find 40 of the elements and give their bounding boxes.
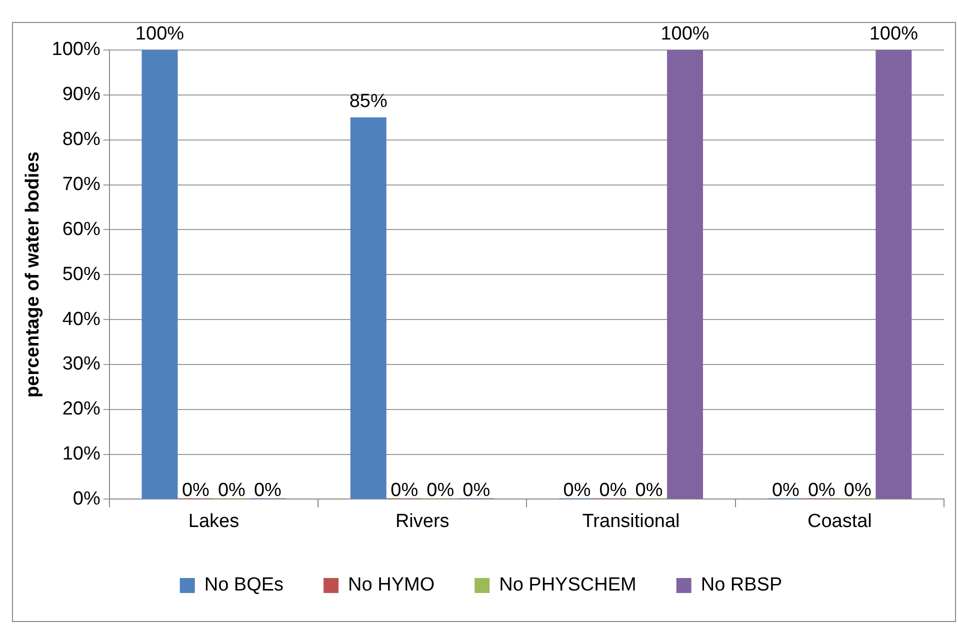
x-tick-label: Coastal (807, 510, 872, 532)
data-label: 0% (182, 480, 210, 501)
y-tick-label: 10% (62, 444, 100, 465)
data-label: 0% (254, 480, 282, 501)
x-tick-label: Lakes (188, 510, 240, 532)
data-label: 0% (426, 480, 454, 501)
legend-label: No BQEs (204, 574, 284, 596)
data-label: 0% (844, 480, 872, 501)
x-tick-label: Transitional (582, 510, 680, 532)
legend-label: No HYMO (348, 574, 435, 596)
y-tick-label: 90% (62, 84, 100, 106)
y-tick-label: 40% (62, 308, 100, 330)
data-label: 0% (635, 480, 663, 501)
data-label: 0% (563, 480, 591, 501)
data-label: 100% (660, 24, 710, 45)
data-label: 0% (390, 480, 418, 501)
y-tick-label: 0% (72, 488, 100, 510)
y-tick-label: 20% (62, 398, 100, 420)
data-label: 100% (135, 24, 184, 45)
data-label: 0% (462, 480, 490, 501)
y-tick-label: 30% (62, 354, 100, 375)
data-label: 0% (218, 480, 246, 501)
y-tick-label: 70% (62, 174, 100, 195)
legend-label: No PHYSCHEM (499, 574, 636, 596)
data-label: 0% (808, 480, 836, 501)
data-label: 85% (349, 91, 388, 112)
data-label: 100% (869, 24, 918, 45)
data-label: 0% (599, 480, 627, 501)
y-tick-label: 80% (62, 129, 100, 150)
x-tick-label: Rivers (395, 510, 450, 532)
bar (350, 117, 386, 499)
data-label: 0% (772, 480, 800, 501)
y-tick-label: 50% (62, 264, 100, 285)
y-axis-title: percentage of water bodies (22, 152, 44, 398)
y-tick-label: 60% (62, 218, 100, 240)
legend-label: No RBSP (700, 574, 782, 596)
bar (667, 50, 704, 499)
y-tick-label: 100% (52, 39, 100, 60)
bar (142, 50, 178, 499)
bar (876, 50, 912, 499)
